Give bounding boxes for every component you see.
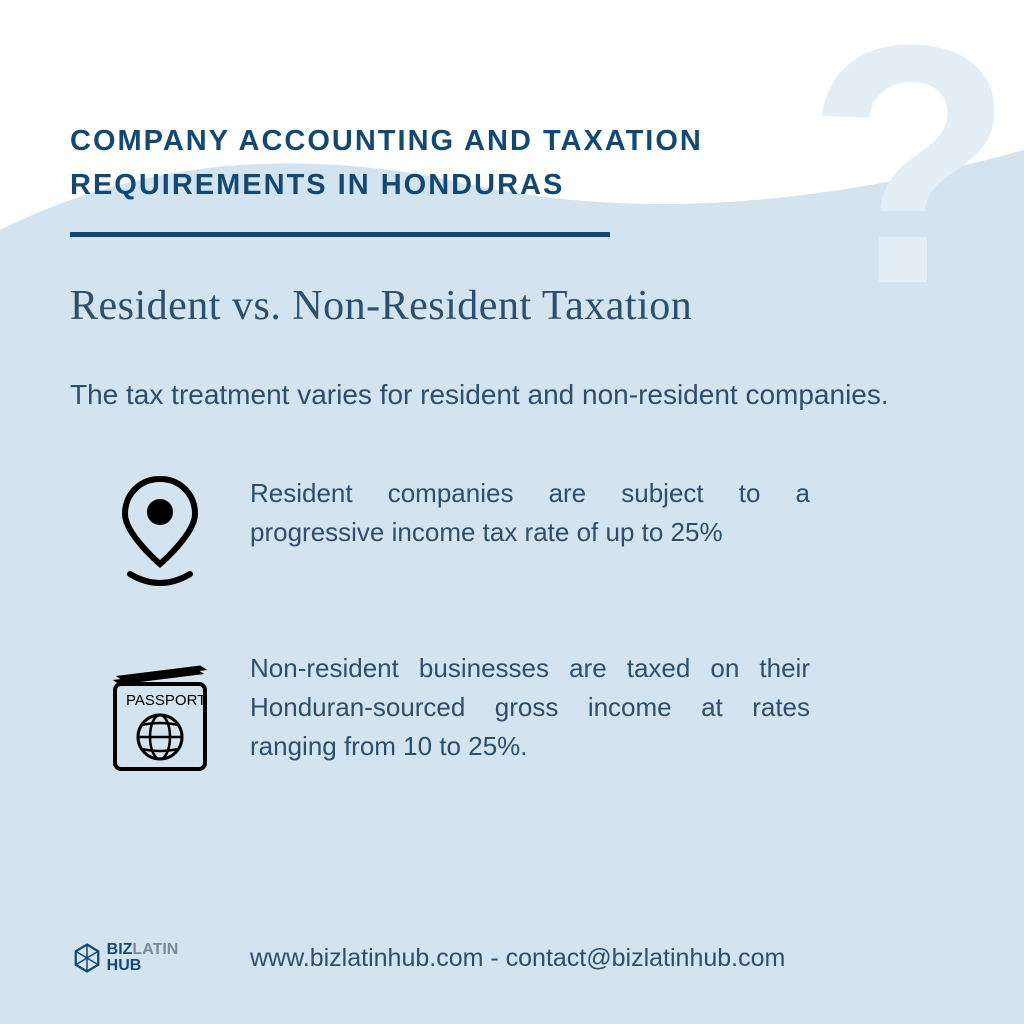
nonresident-text: Non-resident businesses are taxed on the… (250, 649, 850, 766)
footer: BIZLATIN HUB www.bizlatinhub.com - conta… (0, 942, 1024, 974)
intro-text: The tax treatment varies for resident an… (70, 375, 950, 414)
footer-url: www.bizlatinhub.com - contact@bizlatinhu… (250, 944, 785, 973)
subtitle: Resident vs. Non-Resident Taxation (70, 282, 954, 330)
location-pin-icon (70, 474, 250, 594)
header-divider (70, 232, 610, 237)
logo-biz-text: BIZ (107, 941, 133, 958)
page-header: COMPANY ACCOUNTING AND TAXATION REQUIREM… (70, 120, 954, 207)
header-line-2: REQUIREMENTS IN HONDURAS (70, 169, 564, 201)
header-line-1: COMPANY ACCOUNTING AND TAXATION (70, 125, 703, 157)
resident-text: Resident companies are subject to a prog… (250, 474, 850, 552)
logo: BIZLATIN HUB (0, 942, 250, 974)
logo-hub-text: HUB (107, 957, 142, 974)
passport-label: PASSPORT (126, 692, 206, 709)
item-resident: Resident companies are subject to a prog… (70, 474, 954, 594)
item-nonresident: PASSPORT Non-resident businesses are tax… (70, 649, 954, 779)
logo-latin-text: LATIN (132, 941, 178, 958)
passport-icon: PASSPORT (70, 649, 250, 779)
logo-icon (72, 943, 102, 973)
